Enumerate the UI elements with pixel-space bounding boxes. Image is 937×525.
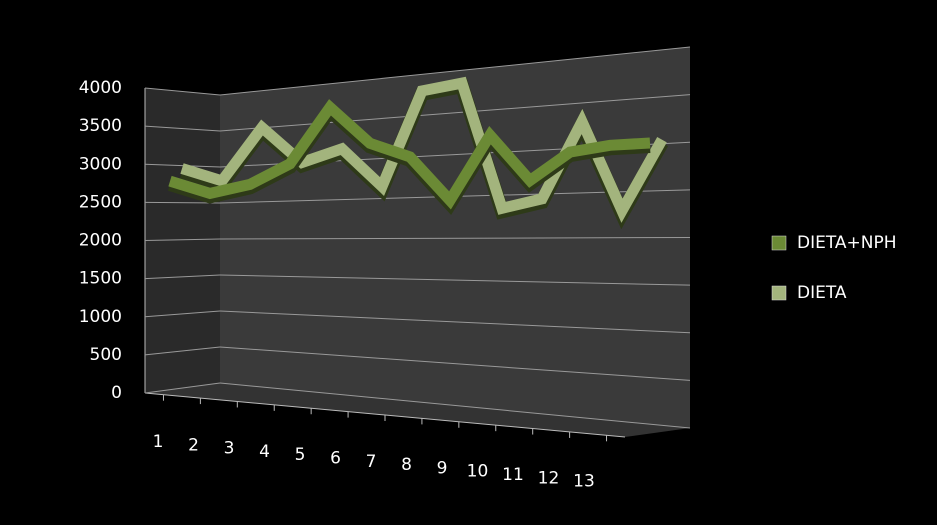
y-tick-label: 1500 [79, 269, 122, 289]
x-tick-label: 2 [188, 435, 199, 455]
y-tick-label: 2500 [79, 192, 122, 212]
grid-line [219, 94, 691, 132]
grid-line [219, 346, 691, 381]
grid-line [144, 382, 221, 394]
x-tick-label: 4 [259, 442, 270, 462]
legend-label: DIETA [797, 283, 847, 303]
y-tick-label: 0 [111, 383, 122, 403]
grid-line [219, 46, 691, 96]
y-tick-label: 2000 [79, 231, 122, 251]
grid-line [144, 163, 221, 168]
grid-line [144, 87, 221, 96]
grid-line [144, 310, 221, 318]
legend-swatch [771, 235, 787, 251]
grid-line [219, 310, 691, 334]
y-tick-label: 500 [90, 345, 122, 365]
legend-label: DIETA+NPH [797, 233, 897, 253]
grid-line [219, 274, 691, 286]
y-tick-label: 4000 [79, 78, 122, 98]
side-wall [145, 88, 220, 393]
y-tick-label: 3000 [79, 154, 122, 174]
grid-line [144, 125, 221, 132]
x-tick-label: 8 [401, 455, 412, 475]
grid-line [219, 382, 691, 429]
x-tick-label: 10 [467, 462, 489, 482]
grid-line [219, 237, 691, 240]
legend-swatch [771, 285, 787, 301]
grid-line [144, 274, 221, 280]
x-tick-label: 11 [502, 465, 524, 485]
grid-line [144, 346, 221, 356]
x-tick-label: 1 [153, 432, 164, 452]
x-tick-label: 9 [437, 458, 448, 478]
x-tick-label: 5 [295, 445, 306, 465]
floor [145, 383, 690, 437]
series-line [180, 76, 667, 223]
x-tick-label: 13 [573, 472, 595, 492]
x-tick-label: 7 [366, 452, 377, 472]
x-tick-label: 3 [224, 439, 235, 459]
y-tick-label: 1000 [79, 307, 122, 327]
y-tick-label: 3500 [79, 116, 122, 136]
x-tick-label: 12 [538, 468, 560, 488]
x-tick-label: 6 [330, 449, 341, 469]
grid-line [144, 238, 221, 241]
series-line [168, 99, 651, 210]
